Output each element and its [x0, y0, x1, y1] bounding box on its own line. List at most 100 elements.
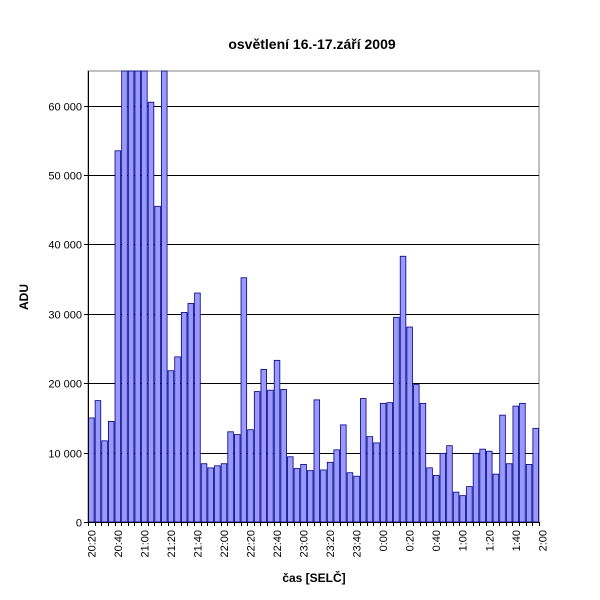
bar [207, 467, 214, 523]
bar [147, 101, 155, 523]
x-tick-label: 21:40 [192, 530, 204, 558]
bar [88, 417, 95, 523]
bar [313, 399, 321, 523]
x-tick-label: 23:00 [299, 530, 311, 558]
bar [413, 384, 420, 523]
bar [108, 420, 115, 523]
bar [300, 464, 307, 523]
y-tick-label: 0 [76, 518, 82, 530]
bar [101, 440, 108, 523]
bar [360, 398, 367, 523]
x-axis-ticks: 20:20 20:40 21:00 21:20 21:40 22:00 22:20 22:40… [86, 522, 549, 558]
bar [532, 427, 539, 523]
x-tick-label: 1:40 [511, 530, 523, 551]
bar [512, 405, 519, 523]
bar [439, 452, 447, 523]
bar [505, 463, 513, 523]
bar [379, 402, 387, 523]
bar [127, 70, 135, 523]
bar [220, 463, 228, 523]
bar [419, 402, 427, 523]
bar [306, 470, 314, 523]
x-axis-label: čas [SELČ] [282, 570, 345, 585]
y-axis-ticks: 0 10 000 20 000 30 000 40 000 50 000 60 000 [48, 102, 88, 530]
bar [240, 277, 248, 523]
bar [293, 468, 301, 523]
bar [519, 402, 526, 523]
bar [94, 400, 102, 523]
x-tick-label: 0:40 [431, 530, 443, 551]
bar [267, 389, 274, 523]
y-tick-label: 20 000 [48, 379, 82, 391]
bar [333, 449, 340, 523]
x-tick-label: 20:20 [86, 530, 98, 558]
bar [200, 463, 208, 523]
x-tick-label: 0:20 [405, 530, 417, 551]
x-tick-label: 2:00 [537, 530, 549, 551]
bar [406, 326, 413, 523]
bar [459, 495, 466, 523]
x-tick-label: 1:20 [484, 530, 496, 551]
bar [320, 469, 327, 523]
bar [121, 70, 128, 523]
bar [353, 475, 360, 523]
y-tick-label: 50 000 [48, 171, 82, 183]
y-axis-label: ADU [17, 284, 31, 310]
bar [234, 434, 241, 523]
bar [253, 391, 261, 523]
bars [88, 70, 539, 523]
bar [452, 491, 460, 523]
x-tick-label: 20:40 [113, 530, 125, 558]
bar [287, 456, 294, 523]
y-tick-label: 40 000 [48, 240, 82, 252]
bar [432, 475, 440, 523]
bar [227, 431, 234, 523]
bar [492, 473, 500, 523]
bar [167, 370, 175, 523]
bar [114, 150, 122, 523]
y-tick-label: 30 000 [48, 310, 82, 322]
chart-title: osvětlení 16.-17.září 2009 [228, 36, 396, 52]
x-tick-label: 22:40 [272, 530, 284, 558]
bar [373, 442, 380, 523]
bar [161, 70, 168, 523]
bar [486, 450, 493, 523]
x-tick-label: 21:00 [139, 530, 151, 558]
bar [247, 429, 254, 523]
bar [499, 414, 506, 523]
bar [399, 255, 407, 523]
x-tick-label: 23:40 [352, 530, 364, 558]
x-tick-label: 0:00 [378, 530, 390, 551]
x-tick-label: 21:20 [166, 530, 178, 558]
y-tick-label: 10 000 [48, 449, 82, 461]
bar [366, 436, 374, 523]
bar [154, 205, 161, 523]
bar [340, 424, 347, 523]
bar [472, 452, 480, 523]
bar [393, 316, 400, 523]
x-tick-label: 1:00 [458, 530, 470, 551]
y-tick-label: 60 000 [48, 102, 82, 114]
bar [426, 467, 433, 523]
x-tick-label: 22:20 [246, 530, 258, 558]
bar [134, 70, 141, 523]
bar [194, 292, 201, 523]
bar [260, 368, 267, 523]
bar [273, 359, 281, 523]
bar [466, 486, 473, 523]
bar [525, 464, 533, 523]
bar [280, 389, 287, 523]
bar [479, 448, 486, 523]
bar [446, 445, 453, 523]
bar [386, 402, 393, 523]
bar [141, 70, 148, 523]
x-tick-label: 23:20 [325, 530, 337, 558]
bar [214, 465, 221, 523]
bar [346, 472, 354, 523]
bar [180, 312, 188, 523]
bar [326, 461, 334, 523]
bar [174, 356, 181, 523]
x-tick-label: 22:00 [219, 530, 231, 558]
